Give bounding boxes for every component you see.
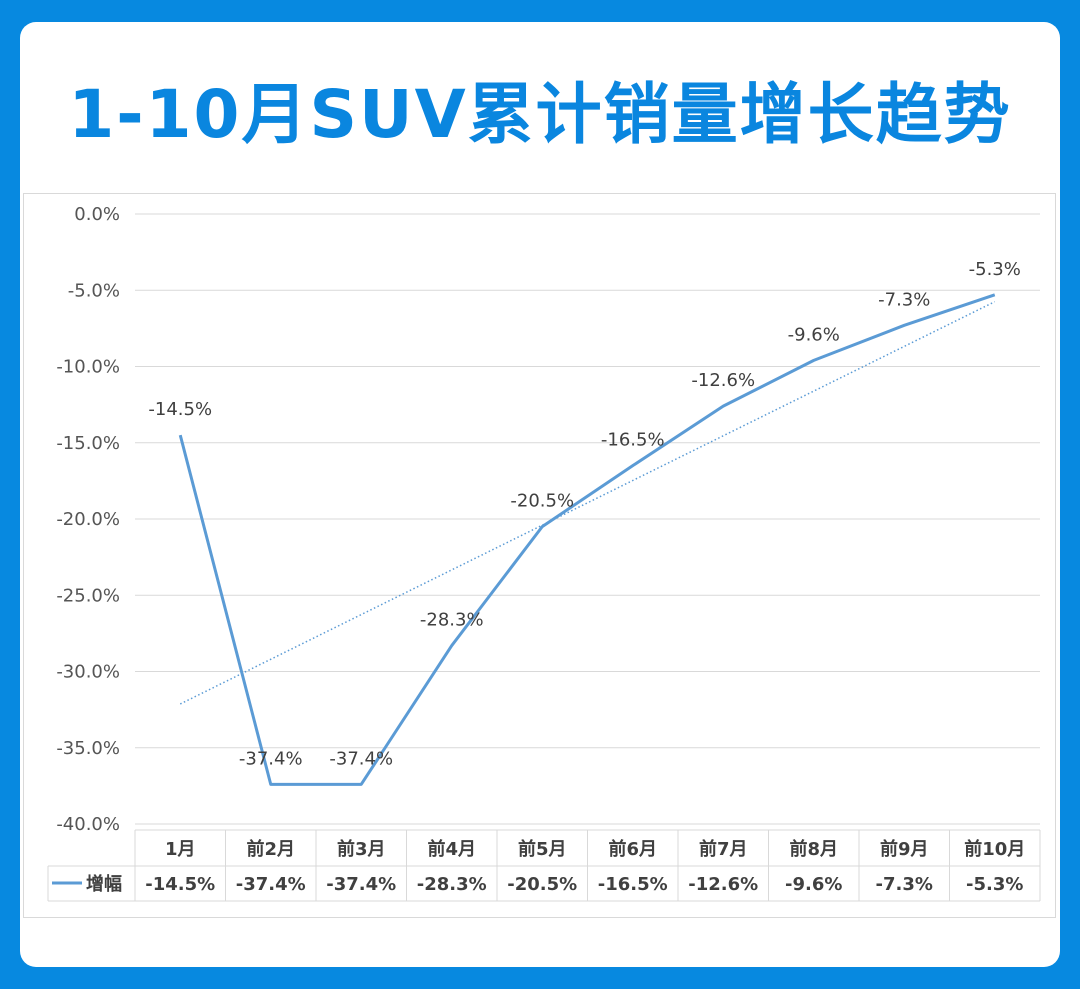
page-title: 1-10月SUV累计销量增长趋势 — [68, 76, 1012, 153]
data-label: -14.5% — [148, 399, 212, 420]
data-label: -7.3% — [878, 289, 930, 310]
data-label: -9.6% — [788, 324, 840, 345]
trendline — [179, 301, 996, 705]
legend-label: 增幅 — [86, 873, 122, 895]
x-category-label: 前10月 — [964, 838, 1025, 860]
y-tick-label: -15.0% — [56, 433, 120, 454]
table-value: -28.3% — [417, 874, 487, 895]
x-category-label: 前9月 — [880, 838, 929, 860]
data-label: -16.5% — [601, 430, 665, 451]
table-value: -20.5% — [507, 874, 577, 895]
table-value: -9.6% — [785, 874, 842, 895]
table-value: -37.4% — [326, 874, 396, 895]
data-label: -37.4% — [239, 748, 303, 769]
x-category-label: 前6月 — [608, 838, 657, 860]
table-value: -12.6% — [688, 874, 758, 895]
y-tick-label: -20.0% — [56, 509, 120, 530]
data-label: -37.4% — [329, 748, 393, 769]
x-category-label: 前5月 — [518, 838, 567, 860]
table-value: -7.3% — [876, 874, 933, 895]
series-line-增幅 — [178, 293, 996, 786]
y-tick-label: -35.0% — [56, 738, 120, 759]
x-category-label: 1月 — [165, 839, 196, 860]
table-value: -14.5% — [145, 874, 215, 895]
x-category-label: 前8月 — [789, 838, 838, 860]
y-tick-label: -30.0% — [56, 662, 120, 683]
y-tick-label: -10.0% — [56, 357, 120, 378]
x-category-label: 前4月 — [427, 838, 476, 860]
table-value: -37.4% — [236, 874, 306, 895]
table-value: -16.5% — [598, 874, 668, 895]
y-tick-label: 0.0% — [74, 204, 120, 225]
y-tick-label: -25.0% — [56, 585, 120, 606]
x-category-label: 前3月 — [337, 838, 386, 860]
x-category-label: 前2月 — [246, 838, 295, 860]
table-value: -5.3% — [966, 874, 1023, 895]
y-tick-label: -40.0% — [56, 814, 120, 835]
y-tick-label: -5.0% — [68, 280, 120, 301]
data-label: -20.5% — [510, 491, 574, 512]
data-label: -28.3% — [420, 610, 484, 631]
data-label: -12.6% — [691, 370, 755, 391]
data-label: -5.3% — [969, 259, 1021, 280]
chart-area — [23, 193, 1056, 918]
x-category-label: 前7月 — [699, 838, 748, 860]
